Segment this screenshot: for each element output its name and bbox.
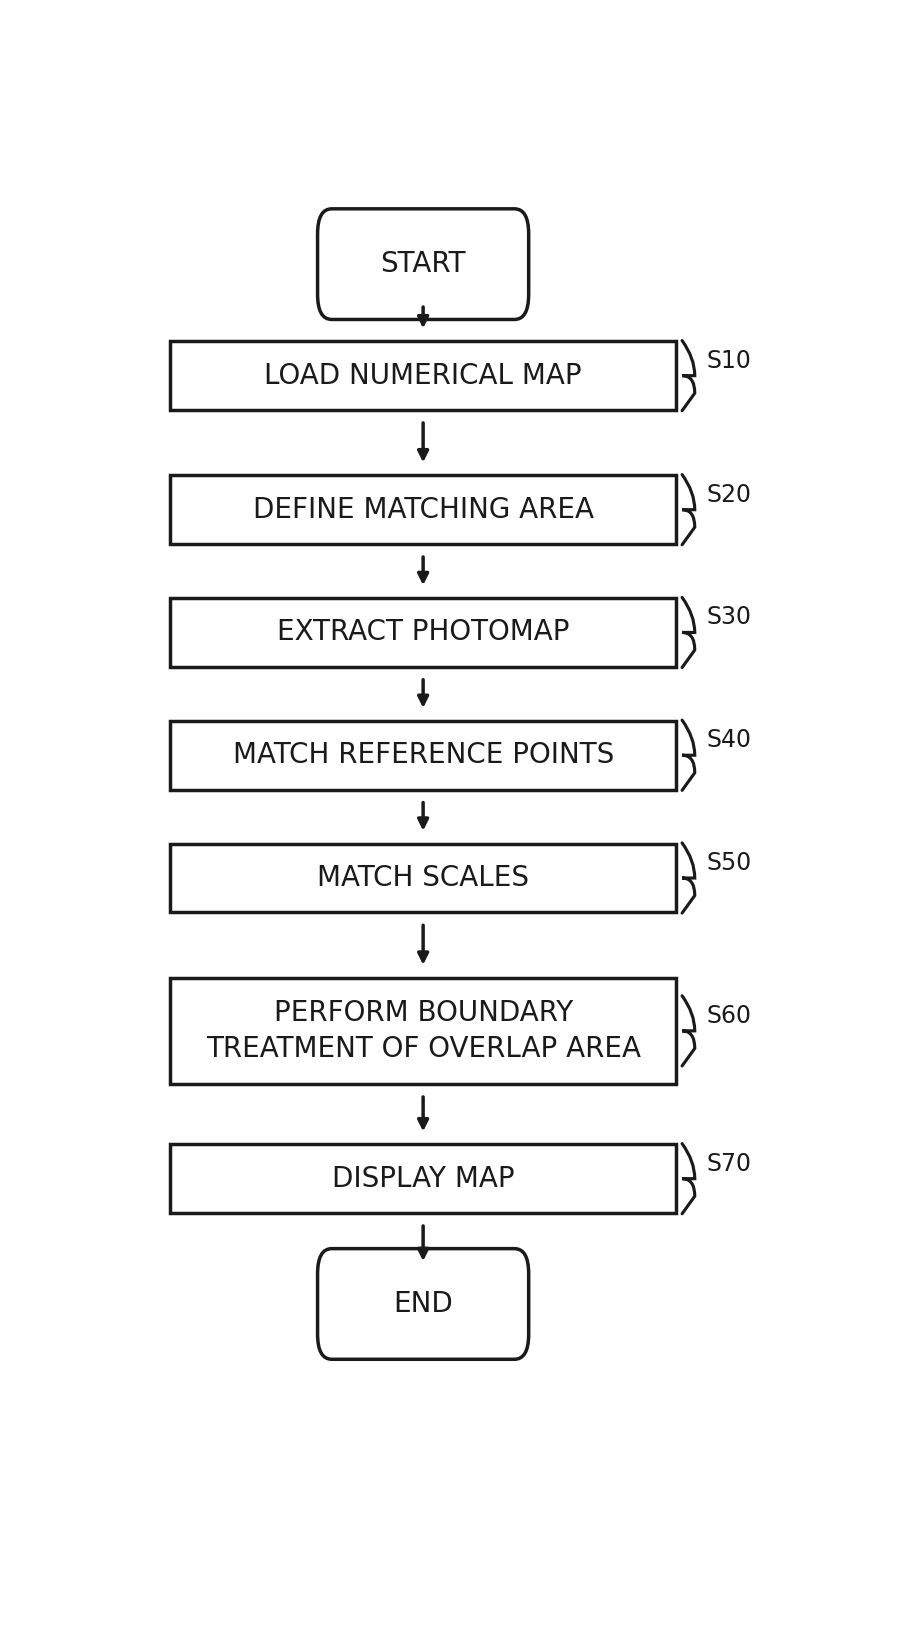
Text: PERFORM BOUNDARY
TREATMENT OF OVERLAP AREA: PERFORM BOUNDARY TREATMENT OF OVERLAP AR… [205, 999, 641, 1062]
FancyBboxPatch shape [318, 1248, 528, 1359]
Text: LOAD NUMERICAL MAP: LOAD NUMERICAL MAP [264, 361, 582, 389]
Bar [170, 978, 676, 1084]
Bar [170, 843, 676, 913]
Text: S70: S70 [706, 1152, 751, 1176]
Bar [170, 1144, 676, 1214]
Text: S30: S30 [706, 605, 751, 630]
Bar [170, 475, 676, 543]
Text: S10: S10 [706, 348, 751, 373]
Bar [170, 599, 676, 667]
Text: S60: S60 [706, 1004, 751, 1028]
Text: DISPLAY MAP: DISPLAY MAP [331, 1165, 515, 1193]
Text: S50: S50 [706, 851, 751, 875]
Bar [170, 342, 676, 410]
Text: START: START [380, 251, 466, 278]
Text: END: END [393, 1290, 453, 1318]
Text: MATCH REFERENCE POINTS: MATCH REFERENCE POINTS [232, 742, 614, 770]
Bar [170, 721, 676, 789]
Text: EXTRACT PHOTOMAP: EXTRACT PHOTOMAP [277, 618, 569, 646]
Text: S40: S40 [706, 729, 751, 752]
Text: DEFINE MATCHING AREA: DEFINE MATCHING AREA [252, 496, 594, 524]
Text: MATCH SCALES: MATCH SCALES [317, 864, 529, 892]
FancyBboxPatch shape [318, 208, 528, 319]
Text: S20: S20 [706, 483, 751, 506]
